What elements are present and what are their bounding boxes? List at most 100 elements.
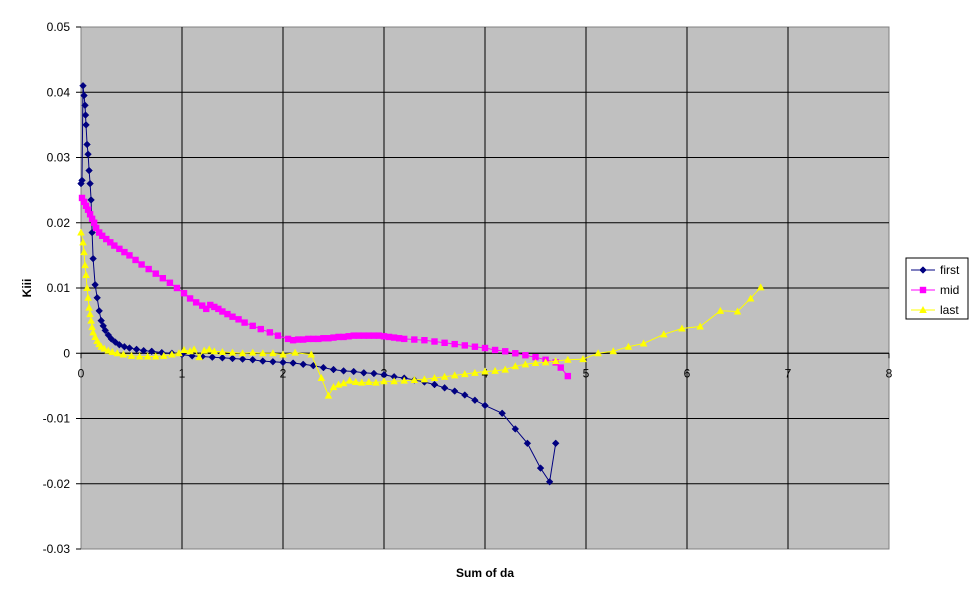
data-point-mid xyxy=(564,372,572,380)
data-point-mid xyxy=(375,332,383,339)
y-tick-label: -0.02 xyxy=(43,477,71,491)
data-point-mid xyxy=(411,336,418,343)
legend-box xyxy=(905,257,969,320)
data-point-last xyxy=(481,367,489,375)
data-point-mid xyxy=(522,352,529,359)
data-point-last xyxy=(248,348,257,356)
data-point-first xyxy=(218,354,227,362)
data-point-first xyxy=(147,347,156,356)
data-point-first xyxy=(279,358,287,367)
data-point-last xyxy=(127,351,136,359)
data-point-mid xyxy=(145,265,152,273)
y-tick-label: 0 xyxy=(63,346,70,360)
y-tick-label: -0.01 xyxy=(43,412,71,426)
data-point-last xyxy=(400,376,408,384)
data-point-last xyxy=(716,306,725,314)
data-point-mid xyxy=(461,342,468,349)
data-point-last xyxy=(696,322,704,330)
data-point-last xyxy=(80,248,88,256)
data-point-mid xyxy=(380,333,388,340)
data-point-last xyxy=(594,349,602,357)
legend-item-first: first xyxy=(911,263,960,277)
data-point-last xyxy=(82,270,90,278)
data-point-last xyxy=(609,347,618,355)
x-tick-label: 0 xyxy=(78,366,85,380)
data-point-mid xyxy=(257,325,264,333)
data-point-mid xyxy=(481,344,489,352)
data-point-mid xyxy=(491,346,499,354)
data-point-mid xyxy=(315,335,322,343)
data-point-last xyxy=(450,371,459,379)
data-point-last xyxy=(471,368,479,376)
data-point-last xyxy=(329,383,338,391)
data-point-last xyxy=(521,360,530,368)
data-point-first xyxy=(86,179,94,188)
x-tick-label: 5 xyxy=(583,366,590,380)
data-point-mid xyxy=(88,215,96,223)
data-point-first xyxy=(139,346,148,355)
data-point-last xyxy=(79,238,87,246)
data-point-first xyxy=(498,409,506,418)
data-point-mid xyxy=(92,224,100,232)
data-point-first xyxy=(81,101,89,110)
data-point-first xyxy=(360,369,368,377)
data-point-last xyxy=(269,349,277,357)
data-point-last xyxy=(81,261,89,269)
data-point-mid xyxy=(390,334,398,341)
data-point-mid xyxy=(78,194,86,202)
x-tick-label: 7 xyxy=(785,366,792,380)
data-point-last xyxy=(678,324,686,332)
data-point-last xyxy=(291,348,299,356)
data-point-first xyxy=(329,365,338,374)
data-point-first xyxy=(79,81,87,90)
data-point-last xyxy=(501,365,509,373)
data-point-mid xyxy=(557,364,564,371)
data-point-first xyxy=(430,380,439,389)
data-point-mid xyxy=(441,339,448,347)
data-point-mid xyxy=(421,337,428,344)
data-point-mid xyxy=(111,242,118,249)
data-point-last xyxy=(564,355,572,363)
data-point-last xyxy=(279,350,287,358)
data-point-mid xyxy=(305,335,312,343)
data-point-mid xyxy=(235,316,242,323)
data-point-mid xyxy=(300,336,307,343)
data-point-first xyxy=(481,401,489,410)
data-point-first xyxy=(269,357,277,366)
data-point-mid xyxy=(274,332,282,339)
data-point-first xyxy=(339,367,348,375)
data-point-last xyxy=(351,377,360,385)
data-point-last xyxy=(639,339,648,347)
data-point-mid xyxy=(186,295,194,302)
legend-swatch-marker xyxy=(919,266,927,274)
data-point-mid xyxy=(99,232,106,239)
y-tick-label: -0.03 xyxy=(43,542,71,556)
data-point-first xyxy=(82,121,90,129)
data-point-mid xyxy=(215,305,222,313)
data-point-mid xyxy=(84,206,92,213)
data-point-last xyxy=(218,347,227,355)
data-point-last xyxy=(357,378,366,386)
legend-swatch-marker xyxy=(919,286,927,294)
data-point-first xyxy=(87,196,95,204)
data-point-last xyxy=(461,370,469,378)
data-point-last xyxy=(83,284,91,291)
data-point-mid xyxy=(166,279,174,286)
data-point-last xyxy=(511,362,520,370)
data-point-mid xyxy=(335,333,342,341)
data-point-last xyxy=(365,377,373,385)
data-point-mid xyxy=(80,198,88,206)
data-point-last xyxy=(190,345,198,353)
data-point-mid xyxy=(350,332,357,339)
data-point-first xyxy=(93,294,101,302)
data-point-mid xyxy=(355,332,362,339)
legend-swatch-marker xyxy=(919,306,927,313)
data-point-mid xyxy=(284,335,292,343)
data-point-mid xyxy=(294,336,302,343)
data-point-mid xyxy=(310,335,317,343)
data-point-first xyxy=(370,369,378,378)
data-point-mid xyxy=(365,332,373,339)
data-point-first xyxy=(101,326,109,335)
data-point-last xyxy=(85,303,93,311)
data-point-first xyxy=(349,367,358,376)
